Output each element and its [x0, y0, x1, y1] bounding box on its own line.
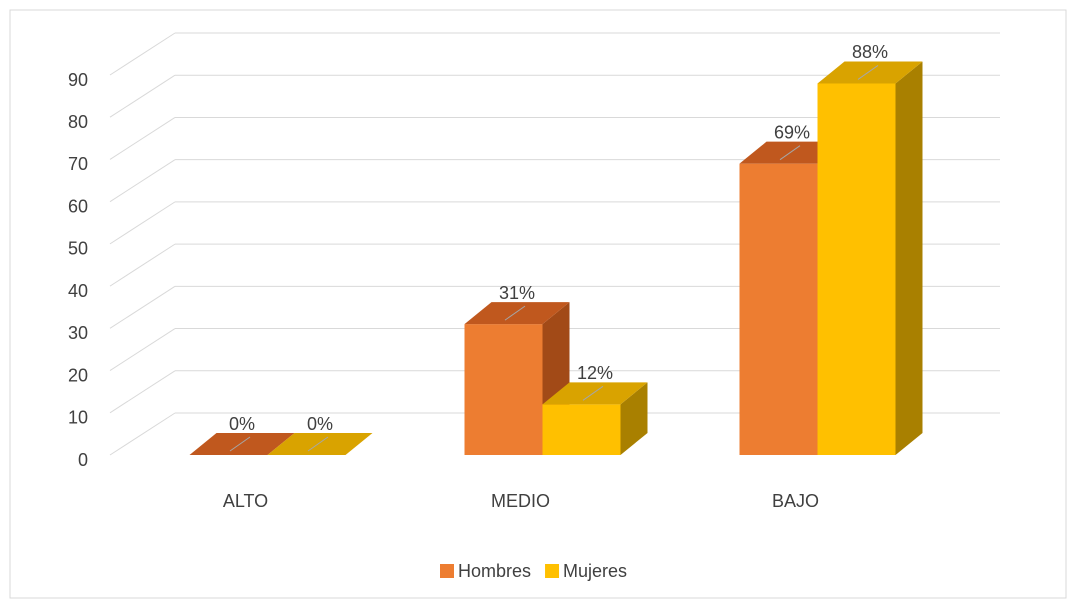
bar-front: [464, 324, 543, 455]
value-label: 31%: [499, 283, 535, 303]
bar-front: [542, 404, 621, 455]
bar-top: [542, 382, 648, 405]
grid-line: [109, 243, 176, 287]
grid-line: [109, 370, 176, 414]
y-tick-label: 80: [68, 112, 88, 132]
grid-line: [109, 285, 176, 329]
bar-top: [267, 433, 373, 455]
y-tick-label: 10: [68, 408, 88, 428]
leader-line: [857, 65, 879, 80]
value-label: 69%: [774, 122, 810, 142]
value-label: 88%: [852, 42, 888, 62]
x-tick-label: ALTO: [223, 491, 268, 511]
legend-swatch: [440, 564, 454, 578]
grid-line: [109, 159, 176, 203]
grid-line: [109, 32, 176, 76]
x-tick-label: BAJO: [772, 491, 819, 511]
value-label: 12%: [577, 363, 613, 383]
grid-line: [109, 117, 176, 160]
bar-side: [895, 61, 923, 455]
bar-top: [189, 433, 295, 455]
leader-line: [582, 385, 604, 401]
y-tick-label: 60: [68, 196, 88, 216]
y-tick-label: 40: [68, 281, 88, 301]
value-label: 0%: [307, 414, 333, 434]
y-tick-label: 70: [68, 154, 88, 174]
leader-line: [229, 436, 251, 452]
leader-line: [307, 436, 329, 452]
bar-front: [739, 163, 818, 455]
legend-swatch: [545, 564, 560, 578]
grid-line: [109, 74, 176, 118]
y-tick-label: 30: [68, 323, 88, 343]
bar-front: [817, 83, 896, 455]
bar-top: [817, 61, 923, 84]
y-tick-label: 20: [68, 365, 88, 385]
grid-line: [109, 201, 176, 245]
leader-line: [504, 305, 526, 321]
legend-label: Mujeres: [563, 561, 627, 581]
x-tick-label: MEDIO: [491, 491, 550, 511]
legend-label: Hombres: [458, 561, 531, 581]
bar-top: [464, 302, 570, 325]
grid-line: [109, 412, 176, 456]
y-tick-label: 50: [68, 239, 88, 259]
value-label: 0%: [229, 414, 255, 434]
bar-side: [620, 382, 648, 455]
leader-line: [779, 145, 801, 161]
y-tick-label: 0: [78, 450, 88, 470]
grid-line: [109, 328, 176, 371]
y-tick-label: 90: [68, 70, 88, 90]
